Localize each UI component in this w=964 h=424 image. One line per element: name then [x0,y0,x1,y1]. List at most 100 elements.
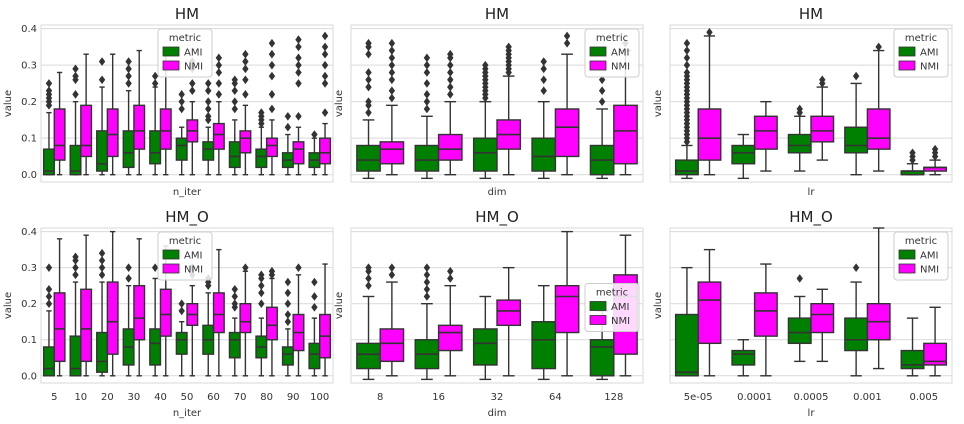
outlier-point [423,60,431,70]
box-iqr [80,104,93,158]
box-nmi-70 [239,263,252,377]
outlier-point [72,90,79,99]
box-iqr [69,144,82,176]
outlier-point [683,60,691,70]
outlier-point [447,274,454,283]
outlier-point [388,75,396,85]
outlier-point [563,31,571,41]
box-ami-8 [356,38,381,180]
box-ami-32 [472,60,498,180]
outlier-point [540,75,547,85]
outlier-point [231,284,238,294]
outlier-point [295,60,302,70]
chart-title: HM [175,5,199,23]
box-ami-40 [149,71,162,176]
box-iqr [149,130,162,165]
outlier-point [215,68,223,77]
y-axis-label: value [3,292,14,319]
box-iqr [42,148,55,176]
outlier-point [242,64,249,74]
box-ami-64 [531,57,557,180]
outlier-point [242,90,249,99]
outlier-point [231,97,238,106]
box-iqr [228,141,241,169]
outlier-point [72,252,79,262]
y-axis-label: value [334,292,345,319]
outlier-point [125,263,132,272]
outlier-point [205,97,212,106]
legend-label-nmi: NMI [920,265,939,276]
x-axis-label: lr [808,408,816,419]
outlier-point [321,79,329,88]
outlier-point [189,79,196,88]
box-nmi-0.0005 [810,288,835,363]
outlier-point [45,86,53,96]
box-iqr [133,284,146,341]
x-axis-label: dim [488,408,507,419]
box-nmi-80 [265,266,278,377]
box-iqr [810,302,835,334]
outlier-point [875,42,882,52]
box-nmi-5 [53,238,66,377]
legend-title: metric [596,288,628,299]
box-ami-0.005 [900,148,925,176]
box-nmi-0.0001 [753,263,778,377]
outlier-point [284,310,292,319]
box-iqr [787,133,812,154]
box-iqr [53,108,66,161]
chart-title: HM_O [475,208,519,227]
outlier-point [311,292,318,301]
legend-title: metric [169,33,201,44]
box-ami-0.0001 [731,339,756,377]
x-tick-label: 50 [181,392,194,403]
outlier-point [258,108,265,117]
x-tick-label: 0.0005 [794,392,829,403]
box-iqr [554,284,580,334]
legend-swatch-ami [589,301,607,311]
outlier-point [683,68,691,77]
x-tick-label: 10 [74,392,87,403]
outlier-point [365,38,372,48]
outlier-point [268,90,276,99]
box-iqr [308,342,321,370]
box-nmi-0.0001 [753,100,778,172]
box-nmi-100 [319,31,332,176]
legend-label-ami: AMI [184,48,202,59]
outlier-point [563,38,571,48]
outlier-point [819,75,826,85]
outlier-point [45,292,53,301]
box-iqr [96,130,109,172]
legend-label-ami: AMI [611,48,629,59]
box-iqr [319,137,332,165]
outlier-point [295,35,302,44]
legend: metric AMI NMI [893,231,949,281]
box-nmi-16 [437,49,463,176]
outlier-point [125,64,132,74]
box-nmi-10 [80,53,93,176]
outlier-point [423,270,431,280]
legend-swatch-ami [162,46,180,57]
outlier-point [321,108,329,117]
box-iqr [69,335,82,377]
outlier-point [98,75,106,85]
chart-title: HM [799,5,823,23]
legend-label-nmi: NMI [611,316,630,327]
legend-label-nmi: NMI [611,62,630,73]
outlier-point [258,288,265,298]
legend-swatch-ami [162,249,180,260]
outlier-point [423,284,431,294]
box-iqr [844,126,869,154]
outlier-point [540,86,547,96]
box-ami-10 [69,64,82,176]
outlier-point [98,256,106,265]
outlier-point [365,49,372,59]
outlier-point [242,75,249,85]
box-nmi-20 [106,53,119,176]
outlier-point [311,130,318,139]
outlier-point [321,71,329,81]
box-ami-16 [414,53,440,180]
box-iqr [265,306,278,341]
outlier-point [215,90,223,99]
outlier-point [423,97,431,106]
